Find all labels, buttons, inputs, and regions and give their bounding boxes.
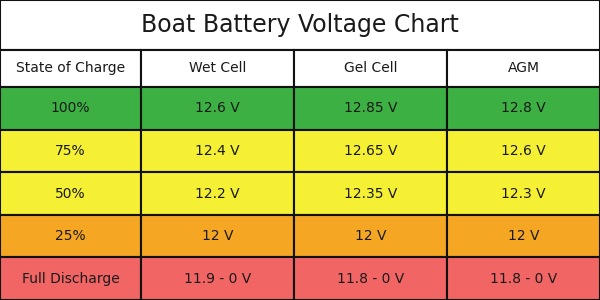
Text: 12 V: 12 V (355, 229, 386, 243)
Text: Full Discharge: Full Discharge (22, 272, 119, 286)
FancyBboxPatch shape (141, 50, 294, 87)
Text: 12.8 V: 12.8 V (501, 101, 546, 115)
Text: 12 V: 12 V (202, 229, 233, 243)
FancyBboxPatch shape (294, 215, 447, 257)
Text: 11.8 - 0 V: 11.8 - 0 V (337, 272, 404, 286)
FancyBboxPatch shape (294, 50, 447, 87)
FancyBboxPatch shape (141, 257, 294, 300)
Text: 12.85 V: 12.85 V (344, 101, 397, 115)
FancyBboxPatch shape (294, 130, 447, 172)
Text: 12.6 V: 12.6 V (501, 144, 546, 158)
FancyBboxPatch shape (0, 130, 141, 172)
FancyBboxPatch shape (447, 130, 600, 172)
FancyBboxPatch shape (447, 87, 600, 130)
FancyBboxPatch shape (447, 50, 600, 87)
Text: 12.6 V: 12.6 V (195, 101, 240, 115)
FancyBboxPatch shape (141, 172, 294, 215)
FancyBboxPatch shape (294, 257, 447, 300)
FancyBboxPatch shape (447, 215, 600, 257)
Text: 12.4 V: 12.4 V (195, 144, 240, 158)
Text: 12.35 V: 12.35 V (344, 187, 397, 200)
Text: AGM: AGM (508, 61, 539, 75)
Text: 11.8 - 0 V: 11.8 - 0 V (490, 272, 557, 286)
Text: Boat Battery Voltage Chart: Boat Battery Voltage Chart (141, 13, 459, 37)
Text: Wet Cell: Wet Cell (189, 61, 246, 75)
FancyBboxPatch shape (0, 172, 141, 215)
FancyBboxPatch shape (141, 130, 294, 172)
FancyBboxPatch shape (0, 0, 600, 50)
Text: 12 V: 12 V (508, 229, 539, 243)
Text: Gel Cell: Gel Cell (344, 61, 397, 75)
Text: 100%: 100% (51, 101, 90, 115)
FancyBboxPatch shape (0, 257, 141, 300)
FancyBboxPatch shape (0, 50, 141, 87)
Text: 12.3 V: 12.3 V (501, 187, 546, 200)
Text: 25%: 25% (55, 229, 86, 243)
Text: 12.65 V: 12.65 V (344, 144, 397, 158)
FancyBboxPatch shape (0, 215, 141, 257)
Text: 11.9 - 0 V: 11.9 - 0 V (184, 272, 251, 286)
FancyBboxPatch shape (0, 87, 141, 130)
Text: 75%: 75% (55, 144, 86, 158)
Text: 12.2 V: 12.2 V (195, 187, 240, 200)
FancyBboxPatch shape (294, 87, 447, 130)
FancyBboxPatch shape (141, 215, 294, 257)
Text: State of Charge: State of Charge (16, 61, 125, 75)
FancyBboxPatch shape (294, 172, 447, 215)
Text: 50%: 50% (55, 187, 86, 200)
FancyBboxPatch shape (141, 87, 294, 130)
FancyBboxPatch shape (447, 172, 600, 215)
FancyBboxPatch shape (447, 257, 600, 300)
